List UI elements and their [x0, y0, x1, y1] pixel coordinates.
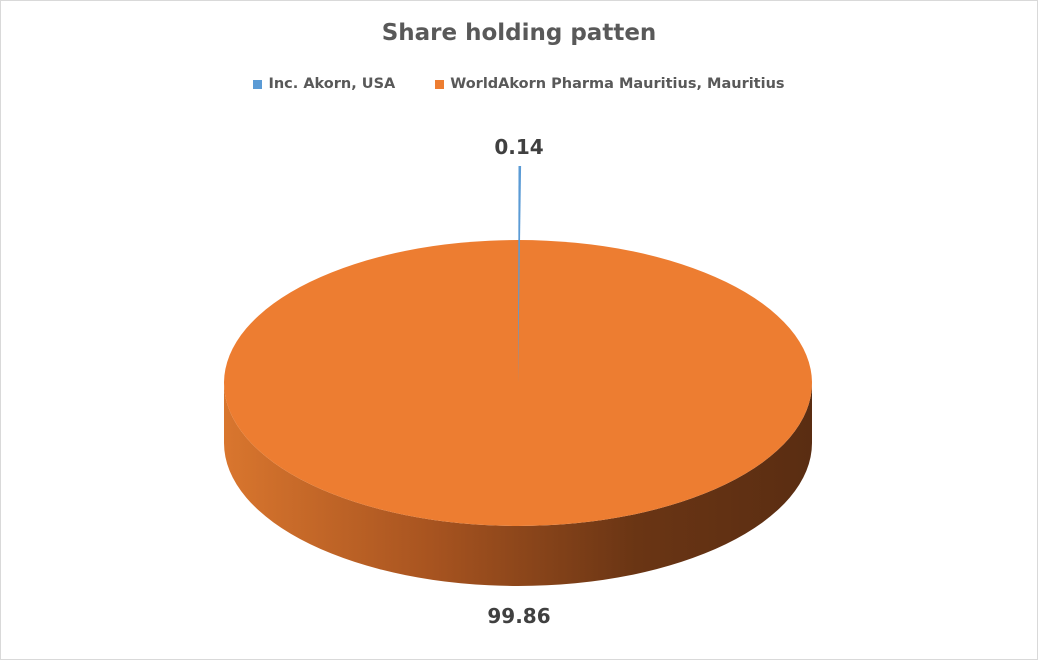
data-label-inc-akorn: 0.14	[494, 135, 543, 159]
legend-label: WorldAkorn Pharma Mauritius, Mauritius	[450, 76, 785, 92]
legend-label: Inc. Akorn, USA	[268, 76, 396, 92]
pie-slice-inc-akorn	[518, 166, 522, 383]
legend-item-worldakorn: WorldAkorn Pharma Mauritius, Mauritius	[435, 76, 785, 92]
chart-title: Share holding patten	[381, 20, 657, 46]
legend-swatch-orange	[435, 79, 445, 89]
legend-item-inc-akorn: Inc. Akorn, USA	[253, 76, 395, 92]
pie-slice-side-worldakorn	[224, 383, 812, 586]
legend: Inc. Akorn, USA WorldAkorn Pharma Maurit…	[0, 76, 1038, 92]
legend-swatch-blue	[253, 79, 263, 89]
data-label-worldakorn: 99.86	[487, 604, 550, 628]
